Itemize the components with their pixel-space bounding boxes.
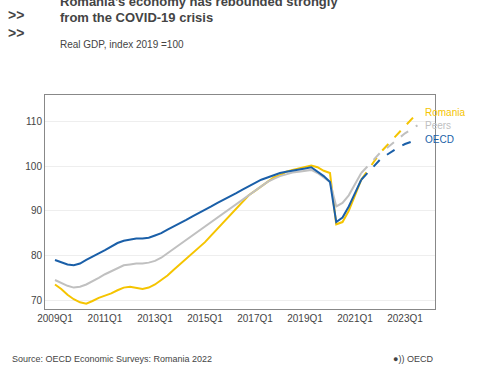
svg-text:Real GDP, index 2019 =100: Real GDP, index 2019 =100 xyxy=(60,39,184,50)
svg-text:90: 90 xyxy=(31,205,43,216)
svg-text:Source: OECD Economic Surveys:: Source: OECD Economic Surveys: Romania 2… xyxy=(12,354,212,364)
svg-text:2021Q1: 2021Q1 xyxy=(337,313,373,324)
svg-text:2015Q1: 2015Q1 xyxy=(187,313,223,324)
svg-text:OECD: OECD xyxy=(425,134,454,145)
svg-text:110: 110 xyxy=(26,116,42,127)
svg-text:2023Q1: 2023Q1 xyxy=(387,313,423,324)
svg-text:2009Q1: 2009Q1 xyxy=(37,313,73,324)
svg-text:Peers: Peers xyxy=(425,120,451,131)
svg-text:100: 100 xyxy=(25,161,42,172)
svg-text:Romania: Romania xyxy=(425,107,465,118)
svg-text:80: 80 xyxy=(31,250,43,261)
svg-text:2011Q1: 2011Q1 xyxy=(88,313,123,324)
svg-text:●)) OECD: ●)) OECD xyxy=(393,354,433,364)
svg-text:>>>>: >>>> xyxy=(8,7,24,41)
svg-text:2019Q1: 2019Q1 xyxy=(287,313,323,324)
svg-text:2017Q1: 2017Q1 xyxy=(237,313,273,324)
svg-text:2013Q1: 2013Q1 xyxy=(137,313,173,324)
svg-text:Romania’s economy has rebounde: Romania’s economy has rebounded strongly… xyxy=(60,0,338,25)
svg-text:70: 70 xyxy=(31,295,43,306)
